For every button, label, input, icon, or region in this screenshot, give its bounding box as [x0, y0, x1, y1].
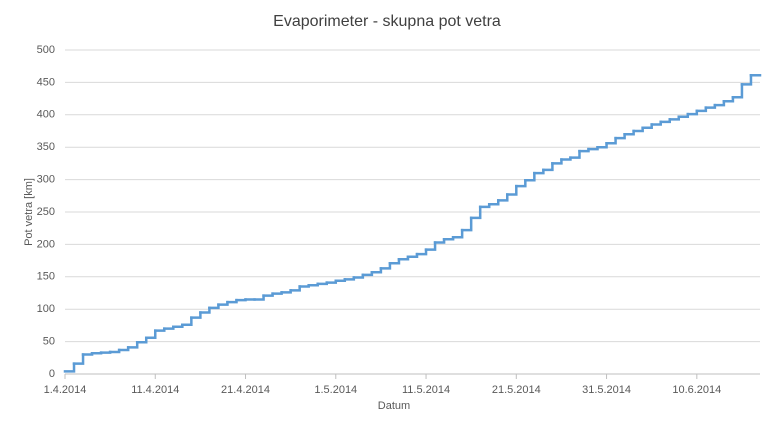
x-tick-label: 11.5.2014 — [402, 384, 450, 396]
step-segment — [90, 351, 103, 355]
step-segment — [740, 74, 753, 86]
step-segment — [99, 350, 112, 354]
step-segment — [424, 241, 437, 251]
step-segment — [370, 267, 383, 274]
y-axis-label: Pot vetra [km] — [23, 178, 35, 246]
x-tick-label: 10.6.2014 — [672, 384, 721, 396]
step-segment — [542, 162, 554, 172]
x-axis-label: Datum — [378, 400, 410, 412]
step-segment — [460, 216, 473, 232]
y-tick-label: 200 — [37, 238, 55, 250]
step-segment — [271, 291, 283, 295]
step-segment — [515, 178, 527, 188]
y-tick-label: 100 — [37, 303, 55, 315]
step-segment — [451, 228, 464, 239]
step-segment — [713, 99, 726, 107]
step-segment — [415, 248, 428, 256]
step-segment — [298, 283, 310, 288]
y-tick-label: 300 — [37, 174, 55, 186]
step-segment — [316, 281, 329, 286]
step-segment — [551, 158, 563, 165]
step-segment — [614, 132, 626, 140]
step-segment — [596, 142, 608, 149]
step-segment — [506, 184, 518, 196]
y-tick-label: 150 — [37, 271, 55, 283]
step-segment — [307, 282, 319, 287]
step-segment — [388, 258, 401, 265]
y-tick-label: 500 — [37, 44, 55, 56]
step-segment — [469, 205, 482, 220]
step-segment — [524, 171, 536, 182]
y-tick-label: 50 — [43, 336, 55, 348]
step-segment — [199, 306, 211, 314]
step-segment — [181, 316, 193, 327]
step-segment — [731, 83, 744, 99]
step-segment — [144, 329, 157, 339]
step-segment — [135, 336, 148, 344]
step-segment — [72, 353, 85, 365]
step-segment — [253, 294, 265, 301]
step-segment — [379, 261, 392, 270]
y-tick-label: 450 — [37, 76, 55, 88]
step-segment — [81, 352, 94, 356]
y-tick-label: 250 — [37, 206, 55, 218]
x-tick-label: 1.4.2014 — [44, 384, 87, 396]
step-segment — [126, 340, 139, 349]
x-tick-label: 21.4.2014 — [221, 384, 270, 396]
step-segment — [289, 285, 301, 292]
step-segment — [63, 362, 76, 373]
step-segment — [569, 149, 581, 159]
y-tick-label: 400 — [37, 109, 55, 121]
y-tick-label: 0 — [49, 368, 55, 380]
step-segment — [496, 193, 509, 202]
x-tick-label: 31.5.2014 — [582, 384, 631, 396]
step-segment — [235, 298, 247, 302]
x-tick-label: 1.5.2014 — [314, 384, 357, 396]
step-segment — [190, 311, 202, 319]
step-segment — [605, 136, 617, 145]
y-tick-label: 350 — [37, 141, 55, 153]
step-segment — [722, 96, 735, 103]
chart-title: Evaporimeter - skupna pot vetra — [273, 13, 501, 30]
x-tick-label: 21.5.2014 — [492, 384, 541, 396]
step-segment — [487, 199, 500, 206]
step-segment — [334, 278, 347, 282]
x-tick-label: 11.4.2014 — [131, 384, 179, 396]
